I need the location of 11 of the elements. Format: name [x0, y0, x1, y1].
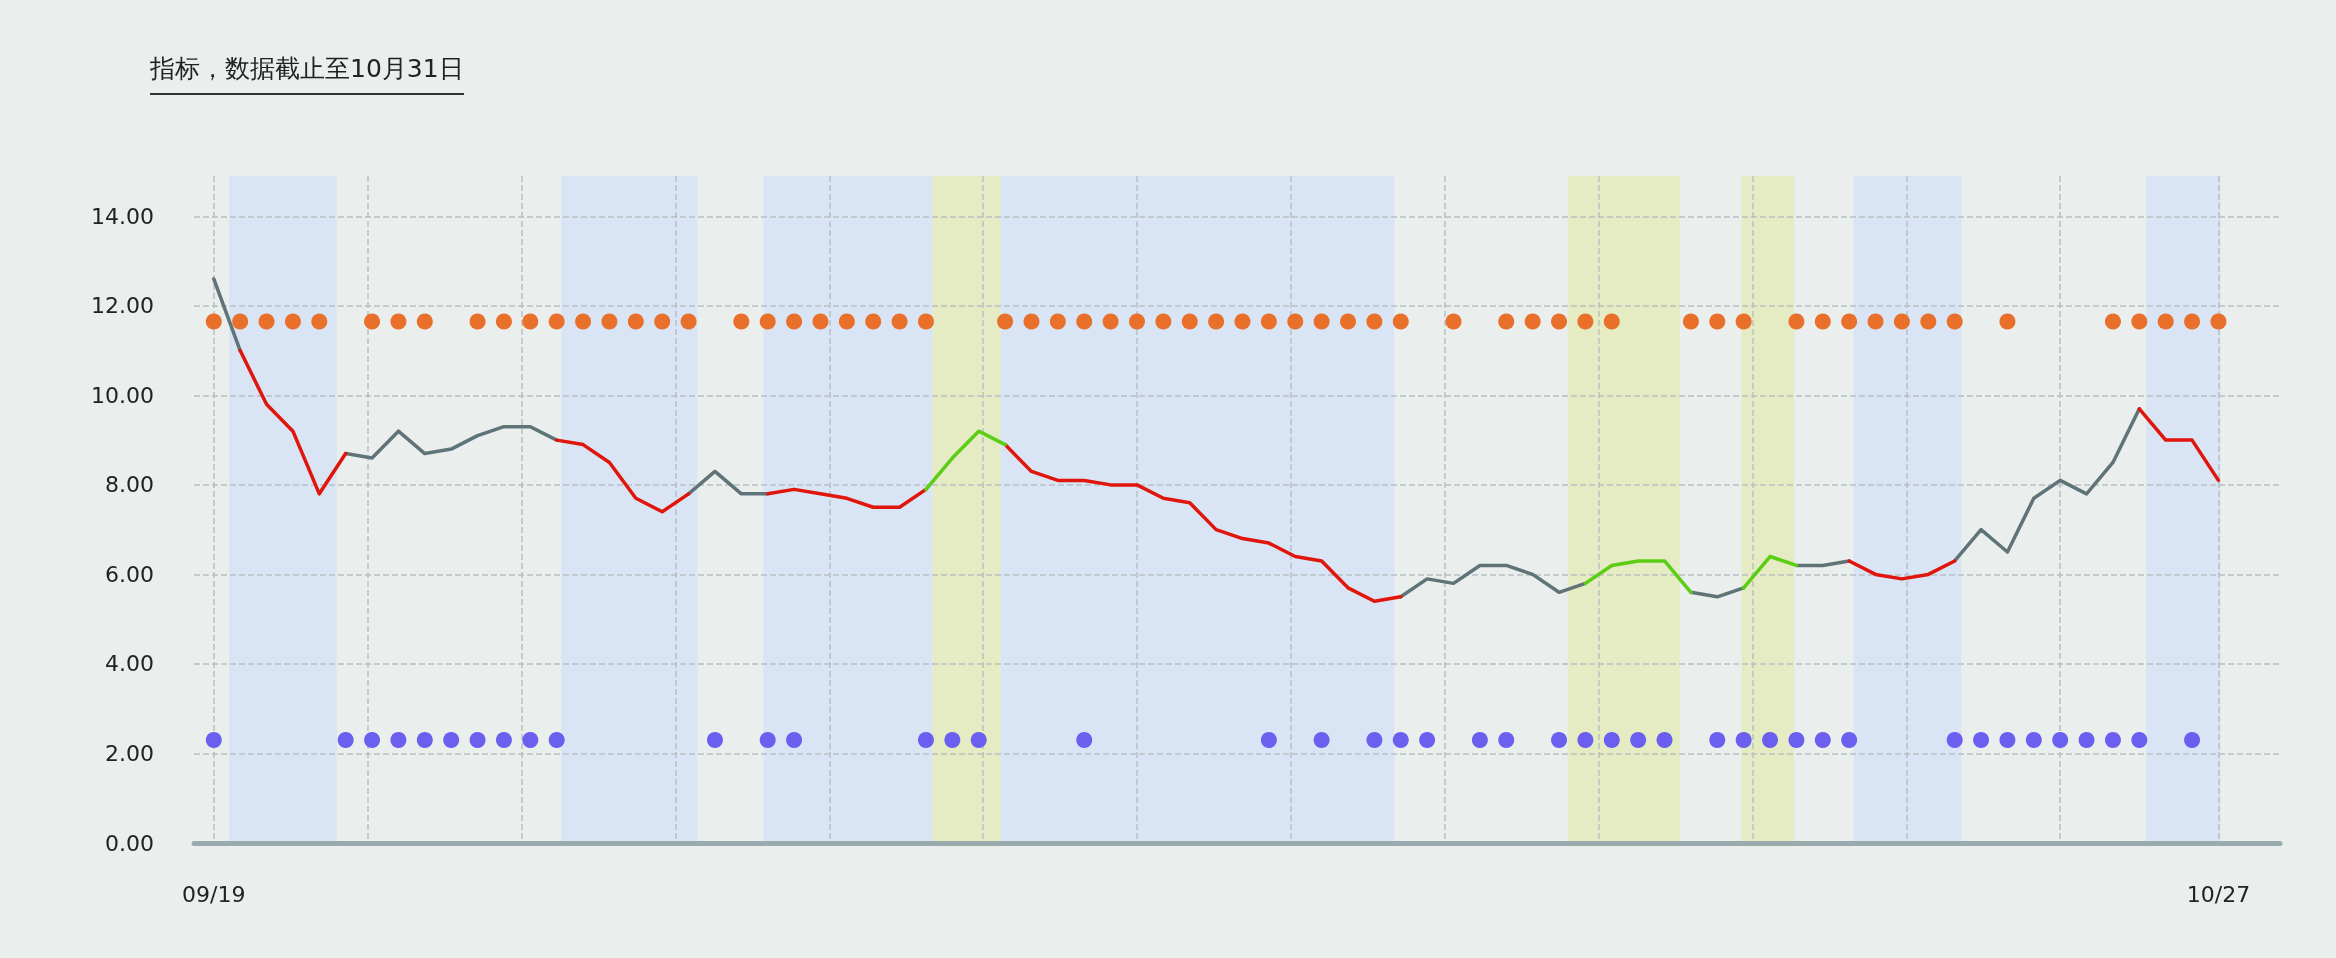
- x-tick-label: 09/19: [182, 881, 246, 907]
- y-tick-label: 10.00: [91, 382, 154, 408]
- x-tick-label: 10/27: [2186, 881, 2251, 907]
- y-tick-label: 4.00: [105, 651, 154, 677]
- y-tick-label: 8.00: [105, 472, 154, 498]
- chart-title: 指标，数据截止至10月31日: [150, 52, 464, 95]
- y-tick-label: 6.00: [105, 561, 154, 587]
- y-tick-label: 0.00: [105, 830, 154, 856]
- y-tick-label: 14.00: [91, 203, 154, 229]
- y-tick-label: 2.00: [105, 740, 154, 766]
- y-tick-label: 12.00: [91, 293, 154, 319]
